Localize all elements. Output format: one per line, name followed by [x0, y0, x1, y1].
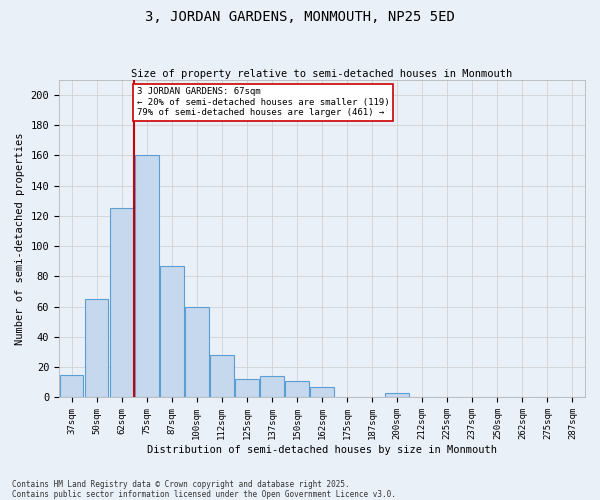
Bar [310, 387, 334, 398]
X-axis label: Distribution of semi-detached houses by size in Monmouth: Distribution of semi-detached houses by … [147, 445, 497, 455]
Y-axis label: Number of semi-detached properties: Number of semi-detached properties [15, 132, 25, 345]
Bar [59, 375, 83, 398]
Text: Contains HM Land Registry data © Crown copyright and database right 2025.
Contai: Contains HM Land Registry data © Crown c… [12, 480, 396, 499]
Bar [135, 156, 158, 398]
Bar [385, 393, 409, 398]
Bar [210, 355, 234, 398]
Bar [285, 381, 309, 398]
Text: 3 JORDAN GARDENS: 67sqm
← 20% of semi-detached houses are smaller (119)
79% of s: 3 JORDAN GARDENS: 67sqm ← 20% of semi-de… [137, 88, 389, 117]
Title: Size of property relative to semi-detached houses in Monmouth: Size of property relative to semi-detach… [131, 69, 512, 79]
Bar [160, 266, 184, 398]
Bar [85, 299, 109, 398]
Bar [185, 306, 209, 398]
Text: 3, JORDAN GARDENS, MONMOUTH, NP25 5ED: 3, JORDAN GARDENS, MONMOUTH, NP25 5ED [145, 10, 455, 24]
Bar [110, 208, 134, 398]
Bar [235, 380, 259, 398]
Bar [260, 376, 284, 398]
